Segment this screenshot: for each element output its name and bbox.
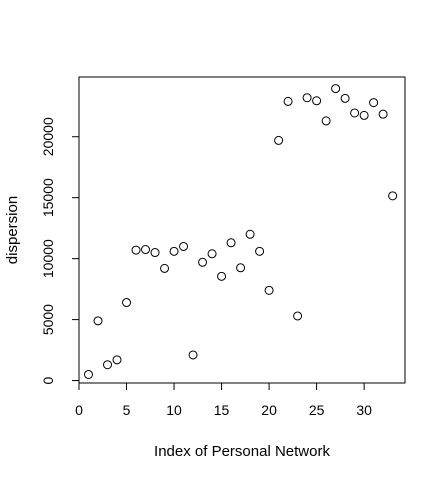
y-tick-label: 5000: [40, 304, 56, 335]
x-tick-label: 5: [123, 402, 131, 418]
data-points: [84, 84, 398, 379]
x-tick-label: 30: [356, 402, 372, 418]
data-point: [359, 110, 369, 120]
data-point: [245, 229, 255, 239]
y-tick-label: 15000: [40, 178, 56, 217]
data-point: [283, 96, 293, 106]
x-axis: 0 5 10 15 20 25 30: [75, 383, 372, 418]
data-point: [179, 241, 189, 251]
data-point: [112, 355, 122, 365]
data-point: [388, 191, 398, 201]
data-point: [312, 96, 322, 106]
data-point: [350, 108, 360, 118]
data-point: [217, 271, 227, 281]
data-point: [84, 369, 94, 379]
y-tick-label: 20000: [40, 117, 56, 156]
data-point: [141, 245, 151, 255]
plot-frame: [78, 76, 406, 384]
data-point: [236, 263, 246, 273]
data-point: [331, 84, 341, 94]
x-tick-label: 0: [75, 402, 83, 418]
data-point: [93, 316, 103, 326]
data-point: [103, 360, 113, 370]
data-point: [264, 285, 274, 295]
y-axis-title: dispersion: [4, 196, 21, 264]
data-point: [274, 135, 284, 145]
x-axis-title: Index of Personal Network: [154, 443, 330, 460]
data-point: [255, 246, 265, 256]
data-point: [302, 93, 312, 103]
data-point: [207, 249, 217, 259]
data-point: [122, 298, 132, 308]
data-point: [160, 263, 170, 273]
x-tick-label: 15: [214, 402, 230, 418]
data-point: [321, 116, 331, 126]
x-tick-label: 10: [166, 402, 182, 418]
y-tick-label: 10000: [40, 239, 56, 278]
y-axis: 0 5000 10000 15000 20000: [40, 117, 79, 384]
data-point: [293, 311, 303, 321]
data-point: [378, 109, 388, 119]
data-point: [150, 248, 160, 258]
data-point: [131, 245, 141, 255]
x-tick-label: 25: [309, 402, 325, 418]
x-tick-label: 20: [261, 402, 277, 418]
data-point: [340, 93, 350, 103]
data-point: [169, 246, 179, 256]
data-point: [198, 257, 208, 267]
data-point: [369, 98, 379, 108]
data-point: [226, 238, 236, 248]
data-point: [188, 350, 198, 360]
y-tick-label: 0: [40, 376, 56, 384]
